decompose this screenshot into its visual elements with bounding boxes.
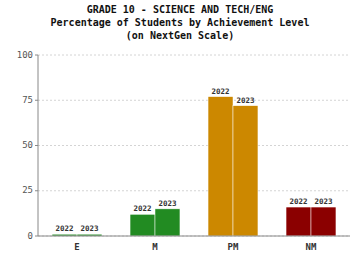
- y-axis: 0 25 50 75 100: [17, 50, 350, 241]
- bar: [286, 207, 311, 236]
- bar: [130, 214, 155, 236]
- series-label: 2022: [289, 197, 307, 206]
- series-label: 2023: [80, 224, 99, 233]
- category-label: NM: [306, 242, 317, 252]
- tick-label: 25: [22, 185, 33, 195]
- grid-line: [38, 190, 350, 191]
- bar: [311, 207, 336, 236]
- x-axis-line: [38, 236, 350, 237]
- bars: [52, 97, 336, 236]
- tick-label: 75: [22, 95, 33, 105]
- grid-line: [38, 145, 350, 146]
- series-label: 2022: [133, 204, 151, 213]
- bar-labels: 2022 2022 2022 2022 2023 2023 2023 2023: [55, 87, 333, 234]
- tick-label: 0: [28, 231, 33, 241]
- bar: [155, 209, 180, 236]
- grid-line: [38, 236, 350, 237]
- axes: E M PM NM: [38, 55, 350, 252]
- grid-line: [38, 55, 350, 56]
- category-label: PM: [228, 242, 239, 252]
- y-axis-line: [38, 55, 39, 236]
- chart: GRADE 10 - SCIENCE AND TECH/ENGPercentag…: [0, 0, 360, 260]
- bar: [233, 106, 258, 236]
- tick-label: 100: [17, 50, 33, 60]
- category-label: E: [74, 242, 79, 252]
- series-label: 2023: [314, 197, 333, 206]
- series-label: 2023: [158, 199, 177, 208]
- series-label: 2023: [236, 96, 255, 105]
- chart-container: GRADE 10 - SCIENCE AND TECH/ENGPercentag…: [0, 0, 360, 260]
- series-label: 2022: [211, 87, 229, 96]
- tick-label: 50: [22, 140, 33, 150]
- bar: [208, 97, 233, 236]
- title: GRADE 10 - SCIENCE AND TECH/ENGPercentag…: [51, 4, 310, 41]
- grid-line: [38, 100, 350, 101]
- category-label: M: [152, 242, 158, 252]
- series-label: 2022: [55, 224, 73, 233]
- page: {"chart_data": {"type": "bar", "title": …: [0, 0, 360, 260]
